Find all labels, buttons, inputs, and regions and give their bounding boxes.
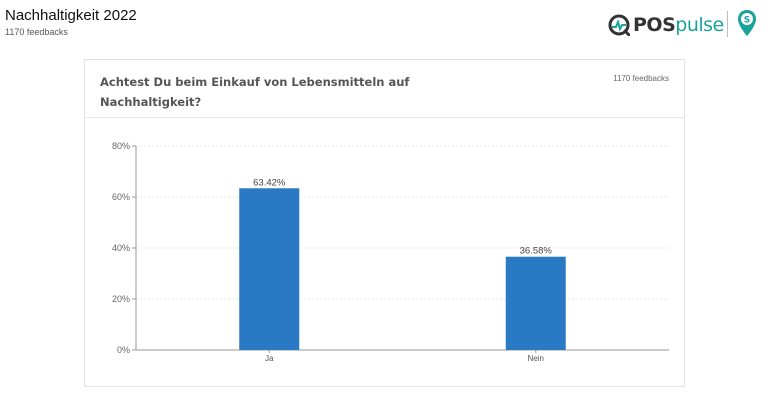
brand-name-bold: POS — [633, 14, 676, 36]
bar-chart: 0% 20% 40% 60% 80% 63.42% Ja 36.58% Nein — [112, 141, 669, 363]
bar-nein — [505, 256, 566, 350]
y-tick-label: 60% — [112, 192, 130, 202]
chart-title: Achtest Du beim Einkauf von Lebensmittel… — [100, 75, 410, 109]
y-tick-label: 20% — [112, 294, 130, 304]
chart-card: Achtest Du beim Einkauf von Lebensmittel… — [84, 59, 685, 387]
x-tick-label: Ja — [265, 354, 274, 363]
data-label: 36.58% — [520, 246, 553, 257]
pospulse-logo: POS pulse — [608, 11, 724, 39]
svg-text:S: S — [744, 16, 750, 26]
page-title: Nachhaltigkeit 2022 — [5, 7, 137, 24]
location-pin-icon: S — [738, 10, 756, 36]
data-label: 63.42% — [253, 177, 286, 188]
pospulse-logo-icon — [608, 14, 630, 36]
y-tick-label: 80% — [112, 141, 130, 151]
x-tick-label: Nein — [528, 354, 544, 363]
feedback-count: 1170 feedbacks — [613, 74, 669, 83]
brand-name-light: pulse — [675, 14, 724, 36]
page-subtitle: 1170 feedbacks — [5, 27, 68, 37]
bar-ja — [239, 188, 300, 350]
logo-divider — [727, 11, 728, 37]
y-tick-label: 0% — [117, 345, 130, 355]
chart-card-header: Achtest Du beim Einkauf von Lebensmittel… — [85, 60, 684, 118]
y-tick-label: 40% — [112, 243, 130, 253]
